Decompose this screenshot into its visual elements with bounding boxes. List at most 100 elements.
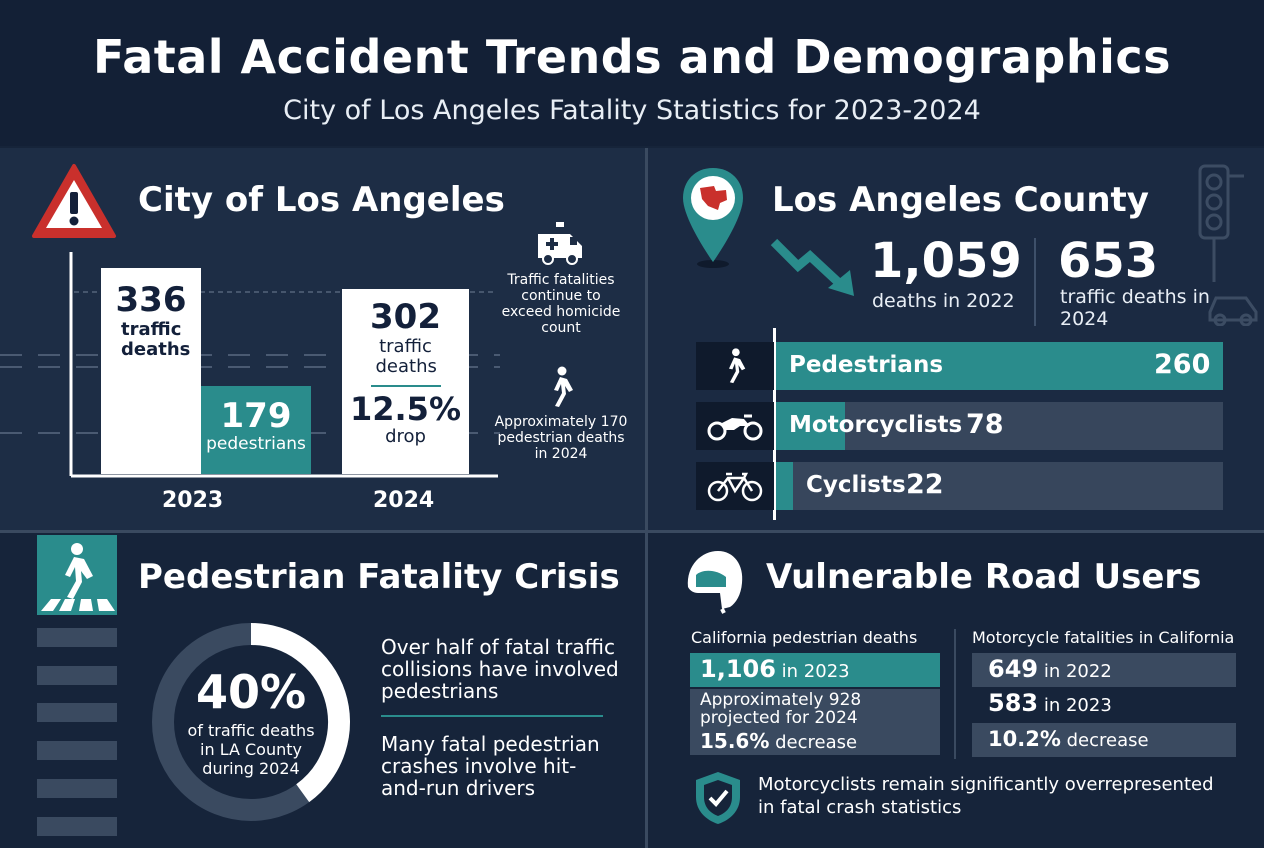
hbar-cyclists bbox=[776, 462, 793, 510]
bar-2024-traffic-deaths: 302 traffic deaths 12.5% drop bbox=[342, 289, 469, 474]
hbar-track-motorcyclists bbox=[776, 402, 1223, 450]
road-line bbox=[0, 354, 500, 356]
hbar-label-motorcyclists: Motorcyclists bbox=[789, 412, 963, 438]
ped-2023-box bbox=[690, 653, 940, 687]
stat-2024-label: traffic deaths in 2024 bbox=[1060, 286, 1210, 330]
crosswalk-stripe bbox=[37, 703, 117, 722]
county-panel: Los Angeles County 1,059 deaths in 2022 … bbox=[648, 148, 1264, 530]
page-subtitle: City of Los Angeles Fatality Statistics … bbox=[283, 95, 981, 126]
moto-2023-value: 583 bbox=[988, 689, 1039, 717]
hbar-value-motorcyclists: 78 bbox=[966, 409, 1004, 440]
moto-decrease-value: 10.2% bbox=[988, 727, 1061, 751]
donut-slice-40 bbox=[250, 623, 350, 803]
bar-2024-value: 302 bbox=[370, 297, 441, 337]
crosswalk-stripe bbox=[37, 741, 117, 760]
moto-2022-line: 649 in 2022 bbox=[988, 657, 1112, 682]
donut-chart bbox=[152, 623, 350, 821]
motorcycle-icon bbox=[707, 414, 763, 441]
donut-center-value: 40% bbox=[195, 665, 307, 719]
moto-2023-year: in 2023 bbox=[1043, 695, 1112, 716]
bicycle-icon bbox=[707, 472, 763, 502]
moto-decrease-line: 10.2% decrease bbox=[988, 729, 1149, 751]
ped-2023-value: 1,106 bbox=[700, 655, 776, 683]
bar-2023-pedestrians: 179 pedestrians bbox=[201, 386, 311, 474]
moto-2022-box bbox=[972, 653, 1236, 687]
moto-2022-year: in 2022 bbox=[1043, 661, 1112, 682]
bar-2023-label: traffic deaths bbox=[121, 319, 191, 360]
hbar-label-pedestrians: Pedestrians bbox=[789, 352, 944, 378]
crosswalk-stripe bbox=[37, 779, 117, 798]
motorcycle-icon-box bbox=[696, 402, 774, 450]
bar-2023-traffic-deaths: 336 traffic deaths bbox=[101, 268, 201, 474]
note-pedestrian: Approximately 170 pedestrian deaths in 2… bbox=[494, 414, 628, 462]
crisis-text-1: Over half of fatal traffic collisions ha… bbox=[381, 635, 619, 703]
ped-2023-line: 1,106 in 2023 bbox=[700, 657, 850, 682]
vulnerable-divider bbox=[954, 629, 956, 759]
ped-2023-value: 179 bbox=[220, 396, 292, 436]
crisis-text-2: Many fatal pedestrian crashes involve hi… bbox=[381, 732, 600, 800]
ped-projection-box bbox=[690, 689, 940, 755]
pedestrian-icon-box bbox=[696, 342, 774, 390]
vulnerable-title: Vulnerable Road Users bbox=[766, 557, 1202, 597]
bar-2024-divider bbox=[370, 385, 441, 387]
footer-line-2: in fatal crash statistics bbox=[758, 797, 962, 818]
ped-header: California pedestrian deaths bbox=[691, 628, 918, 647]
ped-projection-2: projected for 2024 bbox=[700, 708, 858, 728]
ped-decrease-line: 15.6% decrease bbox=[700, 731, 857, 753]
map-pin-icon bbox=[683, 168, 743, 268]
ped-decrease-value: 15.6% bbox=[700, 729, 770, 753]
hbar-pedestrians bbox=[776, 342, 1223, 390]
moto-2022-value: 649 bbox=[988, 655, 1039, 683]
ped-2023-label: pedestrians bbox=[206, 434, 306, 454]
warning-triangle-icon bbox=[32, 164, 116, 238]
ped-decrease-label: decrease bbox=[775, 732, 858, 753]
pedestrian-icon bbox=[729, 348, 746, 384]
city-panel: City of Los Angeles 336 traffic deaths 1… bbox=[0, 148, 645, 530]
ambulance-icon bbox=[538, 222, 582, 265]
note-homicide: Traffic fatalities continue to exceed ho… bbox=[501, 272, 621, 336]
ped-projection-1: Approximately 928 bbox=[700, 690, 862, 710]
stat-2024-value: 653 bbox=[1058, 233, 1159, 289]
moto-decrease-label: decrease bbox=[1066, 730, 1149, 751]
hbar-track-cyclists bbox=[776, 462, 1223, 510]
city-title: City of Los Angeles bbox=[138, 180, 505, 220]
drop-label: drop bbox=[385, 426, 426, 447]
crisis-panel: Pedestrian Fatality Crisis 40% of traffi… bbox=[0, 533, 645, 848]
bar-2024-label: traffic deaths bbox=[375, 336, 437, 377]
trend-down-arrow-icon bbox=[770, 238, 854, 296]
crosswalk-pedestrian-icon bbox=[37, 535, 117, 615]
hbar-label-cyclists: Cyclists bbox=[806, 472, 906, 498]
stat-2022-label: deaths in 2022 bbox=[872, 290, 1015, 312]
year-2023-label: 2023 bbox=[162, 488, 224, 513]
crosswalk-stripe bbox=[37, 628, 117, 647]
bicycle-icon-box bbox=[696, 462, 774, 510]
ped-2023-year: in 2023 bbox=[781, 661, 850, 682]
moto-header: Motorcycle fatalities in California bbox=[972, 628, 1235, 647]
hbar-motorcyclists bbox=[776, 402, 845, 450]
hbar-axis bbox=[773, 328, 776, 520]
panel-divider-horizontal bbox=[0, 530, 1264, 533]
stat-divider bbox=[1034, 238, 1036, 326]
hbar-value-cyclists: 22 bbox=[906, 469, 944, 500]
helmet-icon bbox=[687, 551, 743, 614]
year-2024-label: 2024 bbox=[373, 488, 435, 513]
bar-2023-value: 336 bbox=[115, 280, 187, 320]
crisis-title: Pedestrian Fatality Crisis bbox=[138, 557, 620, 597]
donut-center-label: of traffic deaths in LA County during 20… bbox=[187, 721, 315, 778]
crosswalk-stripe bbox=[37, 666, 117, 685]
footer-line-1: Motorcyclists remain significantly overr… bbox=[758, 774, 1214, 795]
stat-2022-value: 1,059 bbox=[870, 233, 1022, 289]
walking-person-icon bbox=[554, 366, 573, 407]
panel-divider-vertical bbox=[645, 148, 648, 848]
shield-check-icon bbox=[696, 772, 740, 824]
drop-value: 12.5% bbox=[349, 390, 461, 428]
hbar-value-pedestrians: 260 bbox=[1154, 349, 1211, 380]
car-crash-icon bbox=[1208, 296, 1258, 326]
crisis-divider bbox=[381, 715, 603, 717]
traffic-light-icon bbox=[1198, 164, 1244, 282]
moto-decrease-box bbox=[972, 723, 1236, 757]
vulnerable-panel: Vulnerable Road Users California pedestr… bbox=[648, 533, 1264, 848]
page-title: Fatal Accident Trends and Demographics bbox=[92, 30, 1172, 84]
crosswalk-stripe bbox=[37, 817, 117, 836]
road-line bbox=[0, 366, 500, 368]
